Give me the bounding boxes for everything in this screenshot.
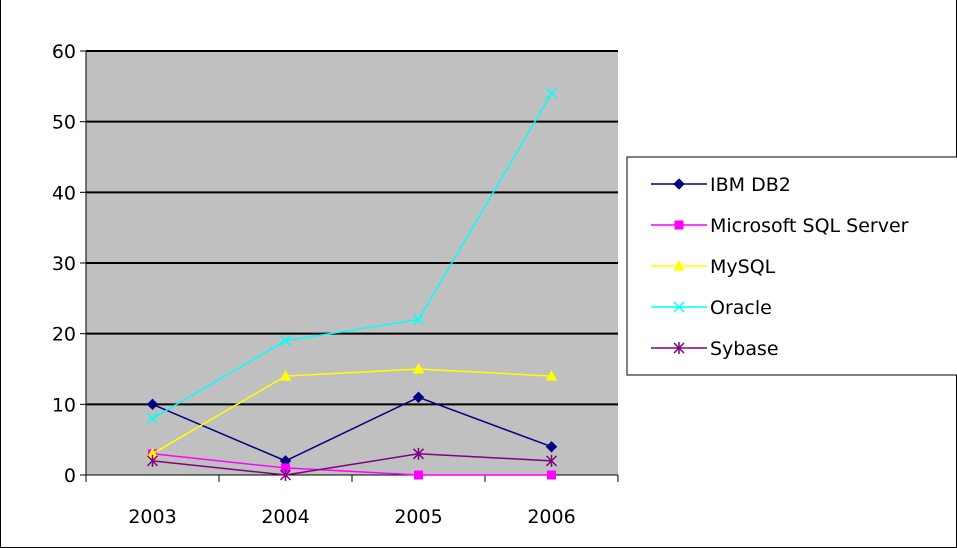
data-point — [412, 391, 425, 403]
data-point — [545, 87, 558, 99]
legend-label: Microsoft SQL Server — [710, 215, 909, 237]
legend-marker — [673, 301, 685, 313]
legend: IBM DB2 Microsoft SQL Server MySQL Oracle Sy… — [626, 156, 957, 376]
series-line — [152, 453, 552, 476]
legend-item: Oracle — [651, 297, 772, 319]
y-tick-label: 60 — [52, 41, 76, 63]
series-line — [152, 93, 553, 420]
legend-marker — [674, 220, 684, 230]
series-sybase — [146, 447, 558, 481]
data-point — [279, 370, 292, 381]
series-oracle — [146, 87, 558, 424]
legend-item: MySQL — [651, 256, 776, 278]
legend-marker — [673, 178, 685, 190]
data-point — [146, 454, 159, 467]
y-tick-label: 20 — [52, 324, 76, 346]
data-point — [414, 470, 423, 480]
series-line — [152, 368, 552, 455]
legend-item: Microsoft SQL Server — [651, 215, 909, 237]
y-tick-label: 10 — [52, 394, 76, 416]
series-line — [152, 396, 552, 462]
series-ibm-db2 — [146, 391, 558, 467]
data-point — [412, 314, 425, 326]
data-point — [412, 362, 425, 374]
data-point — [547, 470, 556, 480]
legend-item: IBM DB2 — [651, 174, 791, 196]
data-point — [545, 441, 558, 453]
legend-label: MySQL — [710, 256, 776, 278]
data-point — [146, 398, 159, 411]
series-group — [146, 87, 558, 481]
legend-label: IBM DB2 — [710, 174, 791, 196]
y-tick-label: 0 — [64, 465, 76, 487]
series-line — [152, 453, 552, 476]
x-tick-label: 2005 — [394, 506, 442, 528]
data-point — [412, 447, 425, 460]
x-tick-label: 2004 — [261, 506, 309, 528]
legend-item: Sybase — [651, 338, 779, 360]
data-point — [279, 469, 292, 481]
gridlines — [86, 50, 618, 406]
data-point — [279, 335, 292, 347]
data-point — [545, 454, 558, 467]
x-tick-label: 2006 — [527, 506, 575, 528]
data-point — [146, 412, 159, 424]
legend-label: Sybase — [710, 338, 779, 360]
x-tick-label: 2003 — [128, 506, 176, 528]
tick-labels: 0 10 20 30 40 50 60 2003 2004 2005 2006 — [52, 41, 576, 528]
legend-label: Oracle — [710, 297, 772, 319]
data-point — [545, 370, 558, 381]
y-tick-label: 30 — [52, 253, 76, 275]
legend-marker — [673, 259, 685, 271]
legend-marker — [673, 342, 685, 354]
y-tick-label: 50 — [52, 112, 76, 134]
y-tick-label: 40 — [52, 182, 76, 204]
